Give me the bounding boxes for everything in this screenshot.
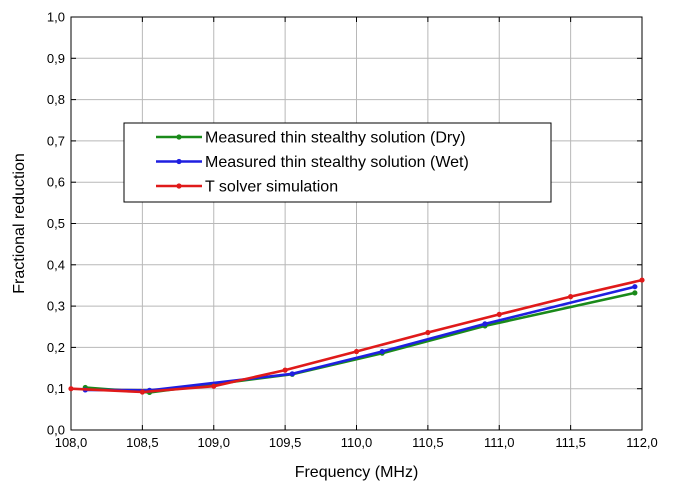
y-axis-title: Fractional reduction: [11, 153, 28, 294]
legend-marker: [176, 134, 182, 140]
x-axis-title: Frequency (MHz): [295, 464, 419, 481]
data-point: [379, 348, 385, 355]
data-point: [353, 348, 360, 355]
data-point: [632, 284, 638, 290]
y-tick-label: 0,9: [47, 51, 65, 66]
y-tick-label: 0,5: [47, 216, 65, 231]
axis-ticks: 108,0 108,5 109,0 109,5 110,0 110,5 111,0 111,5…: [47, 10, 658, 451]
y-tick-label: 1,0: [47, 10, 65, 25]
x-tick-label: 111,5: [555, 435, 586, 450]
data-point: [68, 386, 74, 392]
data-point: [632, 290, 638, 296]
data-point: [496, 311, 502, 317]
data-point: [425, 329, 431, 336]
y-tick-label: 0,8: [47, 92, 65, 107]
legend-marker: [176, 158, 182, 165]
y-tick-label: 0,2: [47, 340, 65, 355]
series-line: [85, 285, 636, 392]
data-point: [639, 277, 645, 283]
x-tick-label: 110,5: [412, 435, 444, 450]
y-tick-label: 0,3: [47, 299, 65, 314]
data-point: [568, 294, 574, 300]
legend-marker: [176, 183, 182, 189]
legend-entry: Measured thin stealthy solution (Dry): [156, 130, 466, 147]
x-tick-label: 108,0: [55, 435, 88, 450]
legend-label: Measured thin stealthy solution (Wet): [205, 154, 469, 171]
data-point: [282, 367, 288, 373]
data-point: [211, 383, 217, 389]
x-tick-label: 110,0: [341, 435, 373, 450]
legend: Measured thin stealthy solution (Dry) Mea…: [123, 122, 552, 203]
x-tick-label: 111,0: [484, 435, 515, 450]
x-tick-label: 109,5: [269, 435, 302, 450]
legend-entry: T solver simulation: [156, 179, 338, 196]
x-tick-label: 108,5: [126, 435, 159, 450]
y-tick-label: 0,6: [47, 175, 65, 190]
data-point: [139, 389, 145, 395]
series-3: [68, 277, 645, 395]
x-tick-label: 112,0: [626, 435, 658, 450]
y-tick-label: 0,0: [47, 423, 65, 438]
y-tick-label: 0,1: [47, 381, 65, 396]
grid: [71, 17, 642, 430]
y-tick-label: 0,4: [47, 257, 65, 272]
x-tick-label: 109,0: [197, 435, 230, 450]
data-point: [289, 371, 295, 377]
legend-entry: Measured thin stealthy solution (Wet): [156, 154, 469, 171]
legend-label: Measured thin stealthy solution (Dry): [205, 130, 466, 147]
data-point: [482, 321, 488, 327]
series-group: [68, 277, 645, 396]
y-tick-label: 0,7: [47, 133, 65, 148]
legend-label: T solver simulation: [205, 179, 338, 196]
